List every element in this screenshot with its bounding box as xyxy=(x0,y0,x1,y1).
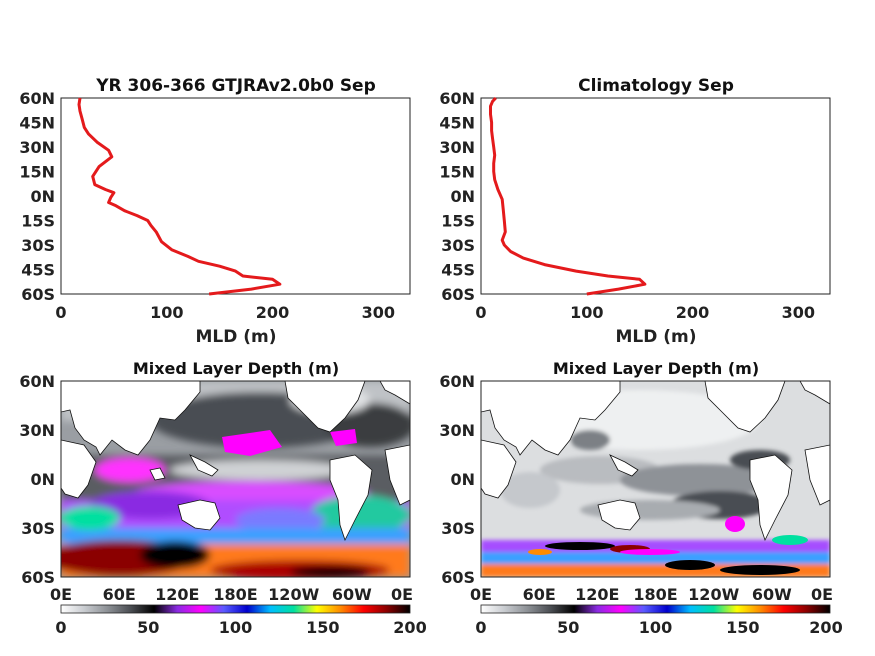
map-panel-climatology: Mixed Layer Depth (m) xyxy=(439,359,842,637)
colorbar-tick-label: 150 xyxy=(726,618,759,637)
y-tick-label: 60N xyxy=(19,372,55,391)
colorbar xyxy=(60,604,411,614)
y-tick-label: 45N xyxy=(439,114,475,133)
x-tick-label: 0E xyxy=(50,585,72,604)
y-tick-label: 30N xyxy=(19,421,55,440)
profile-panel-model: YR 306-366 GTJRAv2.0b0 Sep 0 100 200 300… xyxy=(19,76,411,347)
y-tick-label: 45N xyxy=(19,114,55,133)
x-axis-label: MLD (m) xyxy=(615,327,696,347)
colorbar-tick-label: 100 xyxy=(219,618,252,637)
x-tick-label: 120E xyxy=(155,585,199,604)
mld-profile-line xyxy=(77,97,282,296)
plot-area xyxy=(60,97,411,295)
x-tick-label: 0 xyxy=(55,303,66,322)
y-tick-label: 60S xyxy=(441,285,475,304)
y-axis-ticks: 60N 45N 30N 15N 0N 15S 30S 45S 60S xyxy=(439,89,475,304)
x-tick-label: 0E xyxy=(470,585,492,604)
map-frame xyxy=(480,380,831,578)
x-tick-label: 100 xyxy=(150,303,183,322)
x-tick-label: 300 xyxy=(782,303,815,322)
chart-title: Climatology Sep xyxy=(578,76,734,96)
x-tick-label: 60E xyxy=(523,585,556,604)
colorbar-ticks: 0 50 100 150 200 xyxy=(475,618,842,637)
y-tick-label: 15S xyxy=(21,212,55,231)
mld-heatmap xyxy=(481,381,830,577)
y-tick-label: 30N xyxy=(439,138,475,157)
y-tick-label: 60N xyxy=(19,89,55,108)
y-tick-label: 60S xyxy=(21,285,55,304)
y-tick-label: 30N xyxy=(439,421,475,440)
x-tick-label: 60W xyxy=(332,585,372,604)
y-tick-label: 30S xyxy=(21,236,55,255)
colorbar-tick-label: 200 xyxy=(809,618,842,637)
x-axis-ticks: 0 100 200 300 xyxy=(475,303,815,322)
plot-area xyxy=(480,97,831,295)
y-tick-label: 60S xyxy=(441,568,475,587)
land-mask xyxy=(61,381,410,542)
map-panel-model: Mixed Layer Depth (m) xyxy=(19,359,426,637)
mld-heatmap xyxy=(61,381,410,577)
colorbar-tick-label: 50 xyxy=(557,618,579,637)
x-axis-ticks: 0E 60E 120E 180E 120W 60W 0E xyxy=(470,585,833,604)
x-tick-label: 200 xyxy=(256,303,289,322)
x-tick-label: 120W xyxy=(268,585,319,604)
y-tick-label: 30S xyxy=(441,236,475,255)
y-tick-label: 0N xyxy=(30,187,55,206)
x-tick-label: 300 xyxy=(362,303,395,322)
profile-panel-climatology: Climatology Sep 0 100 200 300 60N 45N 30… xyxy=(439,76,831,347)
x-tick-label: 0E xyxy=(391,585,413,604)
x-axis-ticks: 0 100 200 300 xyxy=(55,303,395,322)
x-tick-label: 200 xyxy=(676,303,709,322)
y-tick-label: 15S xyxy=(441,212,475,231)
y-tick-label: 45S xyxy=(441,261,475,280)
y-tick-label: 60S xyxy=(21,568,55,587)
y-axis-ticks: 60N 45N 30N 15N 0N 15S 30S 45S 60S xyxy=(19,89,55,304)
x-tick-label: 0 xyxy=(475,303,486,322)
y-tick-label: 60N xyxy=(439,89,475,108)
y-axis-ticks: 60N 30N 0N 30S 60S xyxy=(439,372,475,587)
x-axis-label: MLD (m) xyxy=(195,327,276,347)
mld-profile-line xyxy=(489,96,647,296)
colorbar-tick-label: 100 xyxy=(639,618,672,637)
y-tick-label: 60N xyxy=(439,372,475,391)
land-mask xyxy=(481,381,830,542)
colorbar-tick-label: 50 xyxy=(137,618,159,637)
x-tick-label: 120E xyxy=(575,585,619,604)
colorbar-tick-label: 150 xyxy=(306,618,339,637)
y-tick-label: 0N xyxy=(450,470,475,489)
map-frame xyxy=(60,380,411,578)
colorbar-tick-label: 200 xyxy=(393,618,426,637)
x-tick-label: 180E xyxy=(213,585,257,604)
x-tick-label: 60W xyxy=(752,585,792,604)
y-tick-label: 30S xyxy=(441,519,475,538)
mld-hotspots xyxy=(528,516,808,575)
y-tick-label: 15N xyxy=(439,163,475,182)
chart-title: Mixed Layer Depth (m) xyxy=(553,359,759,378)
y-tick-label: 0N xyxy=(30,470,55,489)
y-tick-label: 30N xyxy=(19,138,55,157)
x-tick-label: 120W xyxy=(688,585,739,604)
x-axis-ticks: 0E 60E 120E 180E 120W 60W 0E xyxy=(50,585,413,604)
x-tick-label: 60E xyxy=(103,585,136,604)
y-tick-label: 15N xyxy=(19,163,55,182)
y-tick-label: 30S xyxy=(21,519,55,538)
x-tick-label: 0E xyxy=(811,585,833,604)
colorbar-ticks: 0 50 100 150 200 xyxy=(55,618,426,637)
colorbar-tick-label: 0 xyxy=(475,618,486,637)
y-tick-label: 45S xyxy=(21,261,55,280)
y-tick-label: 0N xyxy=(450,187,475,206)
colorbar-tick-label: 0 xyxy=(55,618,66,637)
x-tick-label: 100 xyxy=(570,303,603,322)
x-tick-label: 180E xyxy=(633,585,677,604)
colorbar xyxy=(480,604,831,614)
chart-title: YR 306-366 GTJRAv2.0b0 Sep xyxy=(95,76,376,96)
chart-title: Mixed Layer Depth (m) xyxy=(133,359,339,378)
y-axis-ticks: 60N 30N 0N 30S 60S xyxy=(19,372,55,587)
